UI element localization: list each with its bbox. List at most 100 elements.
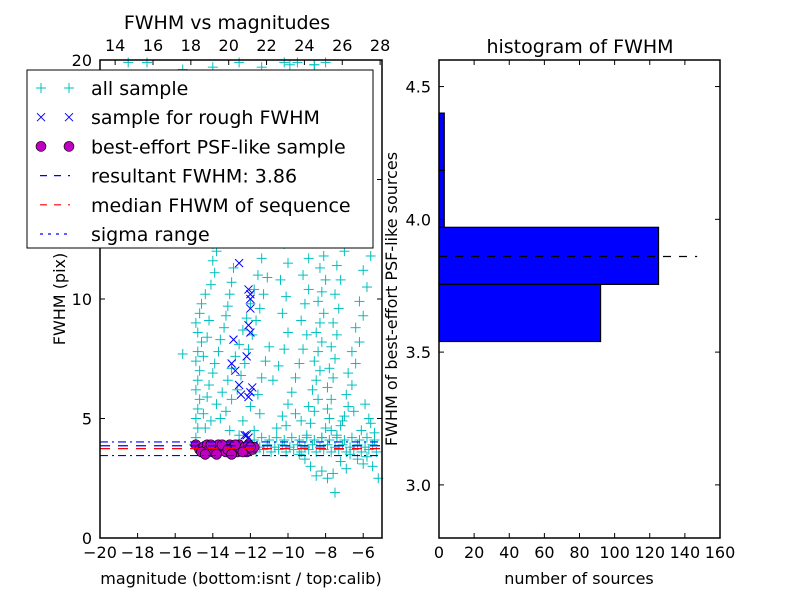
legend-marker-icon <box>36 83 46 93</box>
data-point <box>330 353 340 364</box>
data-point <box>194 394 205 405</box>
data-point <box>296 415 307 426</box>
legend-item: resultant FWHM: 3.86 <box>40 166 297 188</box>
data-point <box>198 351 209 362</box>
data-point <box>245 441 256 453</box>
data-point <box>244 285 253 294</box>
data-point <box>339 435 350 446</box>
data-point <box>241 313 252 324</box>
data-point <box>260 356 271 367</box>
legend-label: sample for rough FWHM <box>91 107 320 129</box>
data-point <box>240 430 250 440</box>
data-point <box>200 289 211 300</box>
reference-lines <box>100 441 382 457</box>
data-point <box>245 298 256 309</box>
x-tick-label: −6 <box>351 543 375 562</box>
top-x-tick-label: 24 <box>294 36 314 55</box>
data-point <box>222 301 233 312</box>
histogram-x-tick-label: 100 <box>599 543 630 562</box>
data-point <box>335 274 346 285</box>
data-point <box>192 346 203 357</box>
top-x-tick-label: 20 <box>219 36 239 55</box>
data-point <box>231 366 240 376</box>
data-point <box>309 406 320 417</box>
data-point <box>346 346 357 357</box>
data-point <box>330 487 340 498</box>
data-point <box>254 408 265 419</box>
data-point <box>254 303 265 314</box>
scatter-plot-fwhm-vs-magnitude: FWHM vs magnitudes −20 −18 −16 −14 −12 −10 −8−… <box>26 12 390 588</box>
legend-marker-icon <box>35 141 47 152</box>
data-point <box>331 260 342 271</box>
data-point <box>271 432 282 443</box>
data-point <box>258 289 269 300</box>
legend-label: best-effort PSF-like sample <box>91 136 346 158</box>
legend-item: median FHWM of sequence <box>40 195 351 217</box>
data-point <box>361 432 372 443</box>
scatter-x-label: magnitude (bottom:isnt / top:calib) <box>100 569 381 588</box>
data-point <box>361 451 372 462</box>
data-point <box>311 470 322 481</box>
data-point <box>290 372 301 383</box>
data-point <box>286 432 297 443</box>
data-point <box>283 399 293 410</box>
data-point <box>328 468 339 479</box>
y-tick-label: 5 <box>82 410 92 429</box>
data-point <box>322 473 333 484</box>
data-point <box>264 341 275 352</box>
data-point <box>205 415 216 426</box>
data-point <box>313 394 324 405</box>
top-x-tick-label: 14 <box>105 36 125 55</box>
data-point <box>246 294 255 304</box>
data-point <box>303 401 314 412</box>
legend-item: all sample <box>36 78 188 100</box>
data-point <box>298 344 309 355</box>
data-point <box>316 286 327 297</box>
data-point <box>326 425 337 436</box>
legend-label: median FHWM of sequence <box>91 195 351 217</box>
scatter-legend: all sample sample for rough FWHM best-effo… <box>26 69 374 249</box>
data-point <box>318 308 329 319</box>
data-point <box>245 401 256 412</box>
data-point <box>348 406 359 417</box>
histogram-y-label: FWHM of best-effort PSF-like sources <box>382 152 401 446</box>
data-point <box>326 394 337 405</box>
top-x-tick-label: 18 <box>181 36 201 55</box>
x-tick-label: −8 <box>314 543 338 562</box>
data-point <box>311 375 322 386</box>
data-point <box>281 420 292 431</box>
data-point <box>224 289 235 300</box>
data-point <box>324 413 335 424</box>
top-x-ticks: 14 16 18 20 22 24 26 28 <box>105 36 390 65</box>
data-point <box>354 337 365 348</box>
data-point <box>234 380 244 390</box>
legend-frame <box>26 69 374 249</box>
data-point <box>273 444 284 455</box>
data-point <box>237 415 248 426</box>
data-point <box>292 57 303 68</box>
data-point <box>322 382 333 393</box>
data-point <box>277 411 288 422</box>
histogram-y-tick-label: 4.5 <box>406 78 431 97</box>
data-point <box>200 423 211 434</box>
data-point <box>256 253 267 264</box>
histogram-x-tick-label: 120 <box>634 543 665 562</box>
data-point <box>246 387 255 397</box>
data-point <box>190 356 201 367</box>
data-point <box>283 258 293 269</box>
bottom-x-ticks: −20 −18 −16 −14 −12 −10 −8 −6 <box>83 533 375 562</box>
top-x-tick-label: 16 <box>143 36 163 55</box>
data-point <box>279 344 290 355</box>
data-point <box>243 344 254 355</box>
histogram-bar <box>438 112 445 171</box>
data-point <box>354 296 365 307</box>
data-point <box>192 327 203 338</box>
data-point <box>311 327 322 338</box>
legend-marker-icon <box>36 112 46 122</box>
data-point <box>192 403 203 414</box>
data-point <box>337 415 348 426</box>
data-point <box>264 435 275 446</box>
legend-marker-icon <box>63 141 75 152</box>
data-point <box>354 435 365 446</box>
data-point <box>267 375 278 386</box>
